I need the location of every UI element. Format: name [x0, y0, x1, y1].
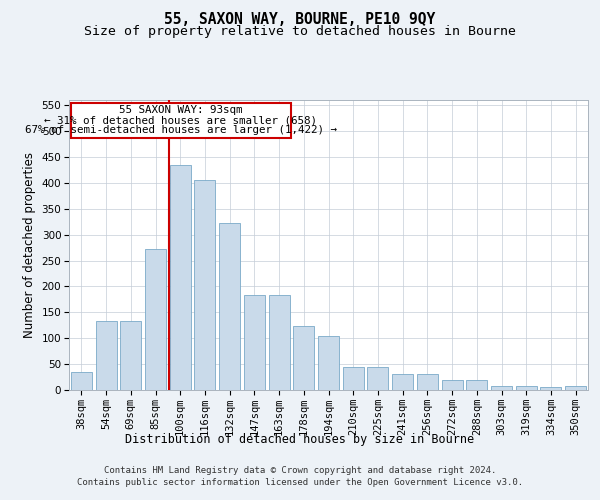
Bar	[170, 164, 191, 390]
Text: Contains public sector information licensed under the Open Government Licence v3: Contains public sector information licen…	[77, 478, 523, 487]
Bar	[367, 367, 388, 390]
Text: 55, SAXON WAY, BOURNE, PE10 9QY: 55, SAXON WAY, BOURNE, PE10 9QY	[164, 12, 436, 28]
Bar	[392, 374, 413, 390]
Bar	[269, 295, 290, 390]
Bar	[95, 321, 116, 390]
Text: ← 31% of detached houses are smaller (658): ← 31% of detached houses are smaller (65…	[44, 115, 317, 125]
Bar	[71, 372, 92, 390]
Bar	[491, 386, 512, 390]
Bar	[516, 386, 537, 390]
Text: 67% of semi-detached houses are larger (1,422) →: 67% of semi-detached houses are larger (…	[25, 125, 337, 135]
Bar	[293, 326, 314, 390]
Bar	[466, 380, 487, 390]
Bar	[219, 223, 240, 390]
Bar	[194, 180, 215, 390]
Bar	[120, 321, 141, 390]
Bar	[565, 386, 586, 390]
Text: Contains HM Land Registry data © Crown copyright and database right 2024.: Contains HM Land Registry data © Crown c…	[104, 466, 496, 475]
Y-axis label: Number of detached properties: Number of detached properties	[23, 152, 36, 338]
Bar	[318, 336, 339, 390]
Bar	[442, 380, 463, 390]
Text: Distribution of detached houses by size in Bourne: Distribution of detached houses by size …	[125, 432, 475, 446]
Text: 55 SAXON WAY: 93sqm: 55 SAXON WAY: 93sqm	[119, 106, 243, 116]
Bar	[71, 102, 291, 138]
Bar	[541, 388, 562, 390]
Bar	[343, 367, 364, 390]
Bar	[145, 249, 166, 390]
Bar	[417, 374, 438, 390]
Text: Size of property relative to detached houses in Bourne: Size of property relative to detached ho…	[84, 25, 516, 38]
Bar	[244, 295, 265, 390]
